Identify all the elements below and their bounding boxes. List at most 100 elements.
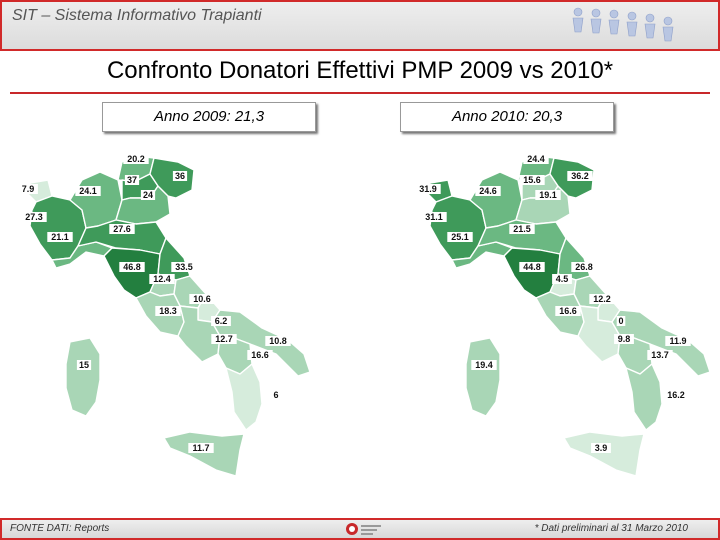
value-label-puglia: 11.9 bbox=[669, 336, 686, 346]
value-label-campania: 9.8 bbox=[618, 334, 631, 344]
page-title: Confronto Donatori Effettivi PMP 2009 vs… bbox=[106, 57, 614, 84]
value-label-liguria: 21.1 bbox=[51, 232, 69, 242]
value-label-sardegna: 15 bbox=[79, 360, 89, 370]
value-label-bg bbox=[415, 184, 441, 194]
value-label-basilicata: 13.7 bbox=[651, 350, 669, 360]
value-label-trentino: 24.4 bbox=[527, 154, 545, 164]
value-label-lombardia: 24.6 bbox=[479, 186, 497, 196]
value-label-bg bbox=[663, 390, 689, 400]
map-2009-value-labels: 7.9 27.3 24.1 20.2 37 24 36 21.1 27.6 46.8 33.5 12.… bbox=[18, 154, 291, 453]
value-label-friuli: 36 bbox=[175, 171, 185, 181]
value-label-umbria: 4.5 bbox=[556, 274, 569, 284]
value-label-toscana: 46.8 bbox=[123, 262, 141, 272]
value-label-bg bbox=[614, 334, 634, 344]
value-label-friuli: 36.2 bbox=[571, 171, 589, 181]
value-label-bg bbox=[665, 336, 691, 346]
map-2010-value-labels: 31.9 31.1 24.6 24.4 15.6 19.1 36.2 25.1 21.5 44.8… bbox=[415, 154, 691, 453]
year-2010-label: Anno 2010: 20,3 bbox=[451, 108, 563, 125]
value-label-bg bbox=[189, 294, 215, 304]
value-label-bg bbox=[123, 154, 149, 164]
value-label-bg bbox=[172, 171, 188, 181]
value-label-abruzzo: 12.2 bbox=[593, 294, 611, 304]
value-label-bg bbox=[471, 360, 497, 370]
value-label-liguria: 25.1 bbox=[451, 232, 469, 242]
value-label-sicilia: 3.9 bbox=[595, 443, 608, 453]
value-label-veneto: 19.1 bbox=[539, 190, 557, 200]
value-label-bg bbox=[119, 262, 145, 272]
value-label-emilia: 21.5 bbox=[513, 224, 531, 234]
value-label-bg bbox=[211, 316, 231, 326]
value-label-bg bbox=[555, 306, 581, 316]
value-label-bg bbox=[519, 262, 545, 272]
value-label-marche: 26.8 bbox=[575, 262, 593, 272]
region-sicilia bbox=[563, 431, 645, 477]
value-label-bg bbox=[571, 262, 597, 272]
value-label-bg bbox=[76, 360, 92, 370]
value-label-bg bbox=[535, 190, 561, 200]
value-label-sardegna: 19.4 bbox=[475, 360, 493, 370]
value-label-lazio: 16.6 bbox=[559, 306, 577, 316]
value-label-molise: 6.2 bbox=[215, 316, 228, 326]
value-label-valle-aosta: 7.9 bbox=[22, 184, 35, 194]
region-sicilia bbox=[163, 431, 245, 477]
value-label-bg bbox=[247, 350, 273, 360]
value-label-bg bbox=[591, 443, 611, 453]
value-label-emilia: 27.6 bbox=[113, 224, 131, 234]
italy-choropleth-maps: 7.9 27.3 24.1 20.2 37 24 36 21.1 27.6 46.8 33.5 12.… bbox=[18, 154, 711, 477]
region-sardegna bbox=[465, 337, 501, 417]
value-label-lombardia: 24.1 bbox=[79, 186, 97, 196]
preliminary-data-note: * Dati preliminari al 31 Marzo 2010 bbox=[534, 523, 688, 534]
value-label-bolzano: 15.6 bbox=[523, 175, 541, 185]
value-label-molise: 0 bbox=[618, 316, 623, 326]
value-label-abruzzo: 10.6 bbox=[193, 294, 211, 304]
region-friuli bbox=[149, 157, 195, 199]
value-label-bg bbox=[647, 350, 673, 360]
value-label-bg bbox=[552, 274, 572, 284]
year-2009-label: Anno 2009: 21,3 bbox=[153, 108, 265, 125]
value-label-puglia: 10.8 bbox=[269, 336, 287, 346]
data-source-note: FONTE DATI: Reports bbox=[10, 523, 110, 534]
value-label-bg bbox=[523, 154, 549, 164]
value-label-bg bbox=[567, 171, 593, 181]
value-label-bg bbox=[421, 212, 447, 222]
header-bar: SIT – Sistema Informativo Trapianti bbox=[0, 0, 720, 51]
value-label-bolzano: 37 bbox=[127, 175, 137, 185]
people-figures-icon bbox=[572, 7, 674, 42]
region-calabria bbox=[625, 363, 663, 431]
value-label-marche: 33.5 bbox=[175, 262, 193, 272]
value-label-bg bbox=[21, 212, 47, 222]
value-label-basilicata: 16.6 bbox=[251, 350, 269, 360]
value-label-bg bbox=[211, 334, 237, 344]
value-label-bg bbox=[18, 184, 38, 194]
value-label-bg bbox=[149, 274, 175, 284]
value-label-lazio: 18.3 bbox=[159, 306, 177, 316]
value-label-bg bbox=[447, 232, 473, 242]
year-2009-label-box: Anno 2009: 21,3 bbox=[102, 102, 316, 132]
network-logo-icon bbox=[346, 523, 381, 535]
region-sardegna bbox=[65, 337, 101, 417]
value-label-valle-aosta: 31.9 bbox=[419, 184, 437, 194]
value-label-campania: 12.7 bbox=[215, 334, 233, 344]
value-label-bg bbox=[124, 175, 140, 185]
value-label-toscana: 44.8 bbox=[523, 262, 541, 272]
value-label-bg bbox=[475, 186, 501, 196]
value-label-bg bbox=[589, 294, 615, 304]
value-label-bg bbox=[171, 262, 197, 272]
header-title: SIT – Sistema Informativo Trapianti bbox=[12, 7, 262, 24]
value-label-trentino: 20.2 bbox=[127, 154, 145, 164]
value-label-bg bbox=[265, 336, 291, 346]
value-label-calabria: 16.2 bbox=[667, 390, 685, 400]
value-label-veneto: 24 bbox=[143, 190, 153, 200]
value-label-bg bbox=[75, 186, 101, 196]
value-label-bg bbox=[519, 175, 545, 185]
value-label-bg bbox=[616, 316, 626, 326]
value-label-bg bbox=[109, 224, 135, 234]
value-label-bg bbox=[509, 224, 535, 234]
value-label-bg bbox=[47, 232, 73, 242]
value-label-piemonte: 31.1 bbox=[425, 212, 443, 222]
region-calabria bbox=[225, 363, 263, 431]
value-label-calabria: 6 bbox=[273, 390, 278, 400]
value-label-bg bbox=[271, 390, 281, 400]
value-label-bg bbox=[155, 306, 181, 316]
footer-bar: FONTE DATI: Reports * Dati preliminari a… bbox=[0, 518, 720, 540]
